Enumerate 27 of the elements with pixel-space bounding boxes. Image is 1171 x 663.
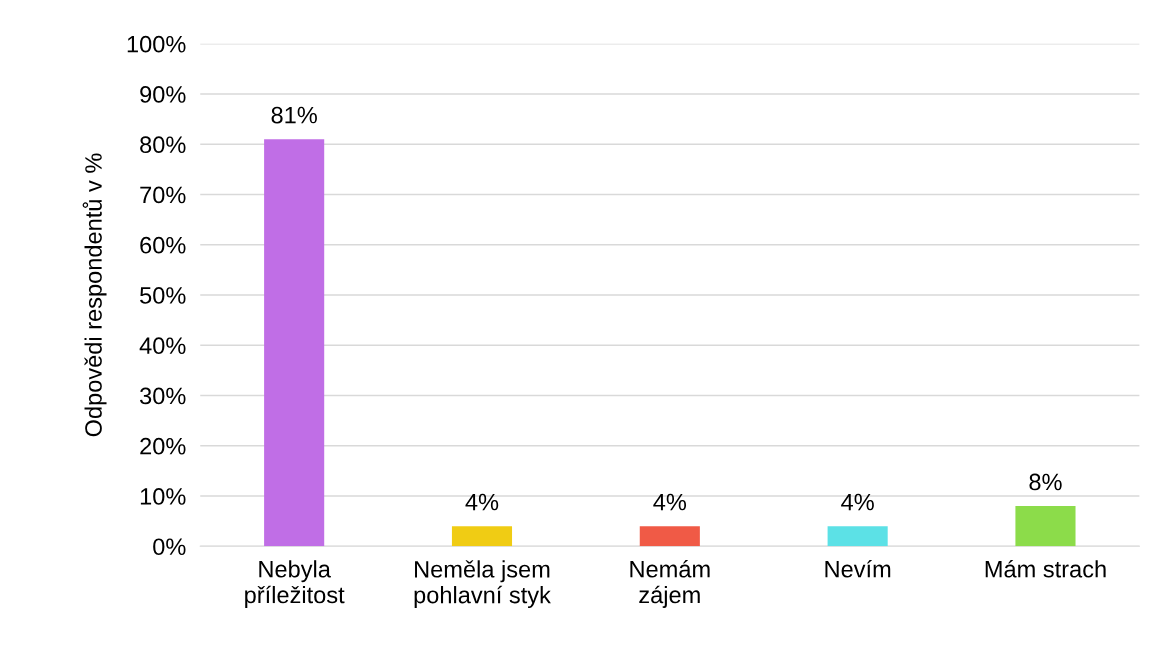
x-tick-label: Nevím bbox=[825, 559, 891, 578]
y-tick-label: 70% bbox=[140, 186, 186, 204]
x-tick-label: Nemám zájem bbox=[630, 559, 710, 608]
x-tick-label: Mám strach bbox=[985, 559, 1106, 578]
bar bbox=[451, 526, 513, 547]
data-label: 4% bbox=[841, 493, 874, 511]
bar bbox=[264, 139, 325, 547]
y-tick-label: 60% bbox=[140, 236, 186, 254]
y-tick-label: 90% bbox=[140, 86, 186, 103]
bar bbox=[639, 526, 700, 547]
y-tick-label: 80% bbox=[140, 136, 186, 154]
y-tick-label: 20% bbox=[140, 437, 186, 455]
y-tick-label: 10% bbox=[140, 488, 186, 505]
y-tick-label: 50% bbox=[140, 287, 186, 304]
y-axis-title: Odpovědi respondentů v % bbox=[82, 153, 107, 437]
y-tick-label: 0% bbox=[153, 538, 186, 556]
bar bbox=[1015, 506, 1076, 547]
y-tick-label: 30% bbox=[140, 387, 186, 405]
data-label: 8% bbox=[1029, 473, 1062, 491]
x-tick-label: Neměla jsem pohlavní styk bbox=[414, 560, 551, 609]
bar bbox=[827, 526, 888, 547]
data-label: 4% bbox=[653, 493, 687, 511]
y-tick-label: 100% bbox=[127, 35, 186, 53]
y-tick-label: 40% bbox=[139, 337, 186, 355]
x-tick-label: Nebyla příležitost bbox=[245, 560, 345, 608]
data-label: 81% bbox=[271, 106, 317, 124]
data-label: 4% bbox=[465, 493, 499, 511]
